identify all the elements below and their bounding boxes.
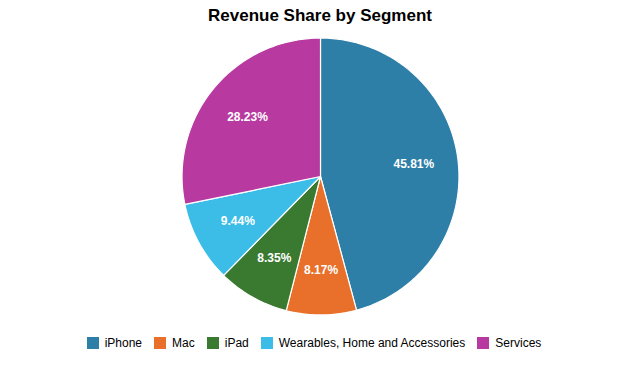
- html-text:Services: Services: [495, 335, 542, 350]
- html-text:iPhone: iPhone: [104, 335, 142, 350]
- svg-text:28.23%: 28.23%: [227, 110, 268, 124]
- svg-text:8.17%: 8.17%: [304, 263, 338, 277]
- html-text:Revenue Share by Segment: Revenue Share by Segment: [208, 6, 432, 25]
- svg-text:9.44%: 9.44%: [221, 214, 255, 228]
- html-text:iPad: iPad: [224, 335, 249, 350]
- html-text:Wearables, Home and Accessorie: Wearables, Home and Accessories: [278, 335, 466, 350]
- svg-text:8.35%: 8.35%: [257, 251, 291, 265]
- html-text:Mac: Mac: [172, 335, 195, 350]
- svg-text:45.81%: 45.81%: [393, 157, 434, 171]
